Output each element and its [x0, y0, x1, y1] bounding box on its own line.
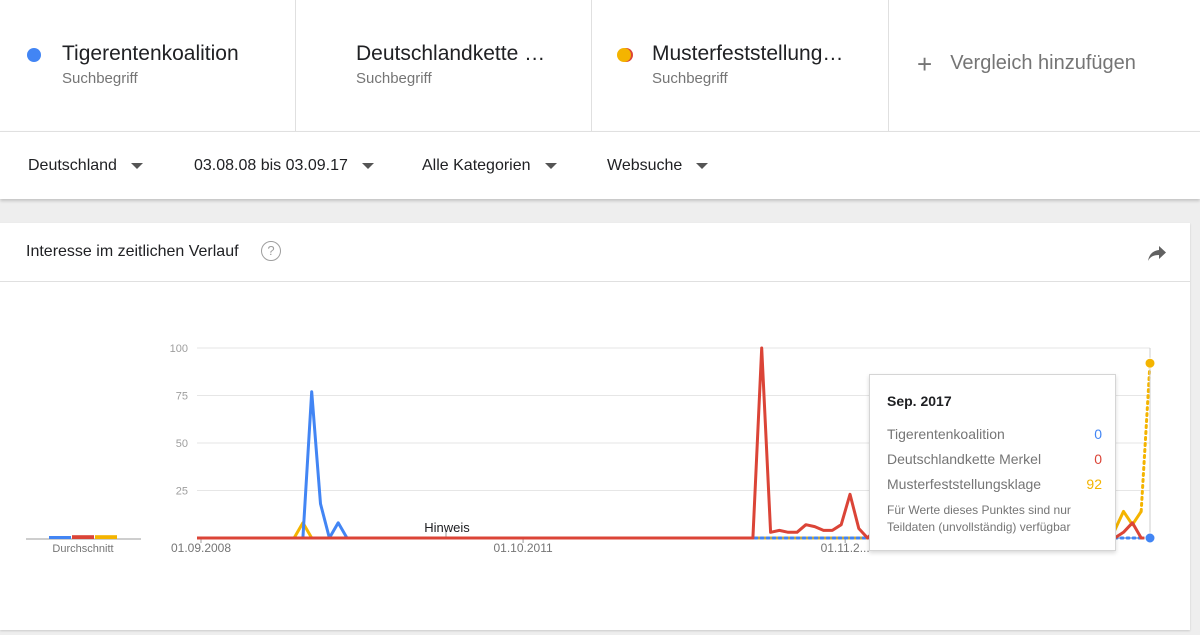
average-bar: [95, 535, 117, 539]
term-type: Suchbegriff: [62, 70, 138, 87]
search-type-dropdown[interactable]: Websuche: [607, 157, 709, 175]
tooltip-value: 92: [1086, 476, 1102, 492]
category-label: Alle Kategorien: [422, 157, 531, 174]
region-dropdown[interactable]: Deutschland: [28, 157, 143, 175]
y-tick-label: 50: [176, 438, 188, 450]
hover-point: [1144, 532, 1156, 544]
region-label: Deutschland: [28, 157, 117, 174]
card-title: Interesse im zeitlichen Verlauf: [26, 243, 239, 260]
period-dropdown[interactable]: 03.08.08 bis 03.09.17: [194, 157, 374, 175]
term-card-1[interactable]: Tigerentenkoalition Suchbegriff: [0, 0, 296, 131]
caret-down-icon: [544, 163, 557, 169]
x-tick-label: 01.10.2011: [493, 541, 552, 555]
series-partial-line: [1139, 361, 1152, 513]
add-comparison-button[interactable]: + Vergleich hinzufügen: [889, 0, 1198, 131]
term-card-3[interactable]: Musterfeststellung… Suchbegriff: [592, 0, 889, 131]
average-bar: [49, 536, 71, 539]
tooltip-row: Musterfeststellungsklage 92: [887, 476, 1102, 492]
period-label: 03.08.08 bis 03.09.17: [194, 157, 348, 174]
plus-icon: +: [917, 48, 933, 79]
caret-down-icon: [361, 163, 374, 169]
term-type: Suchbegriff: [652, 70, 728, 87]
x-axis-ticks: 01.09.2008 01.10.2011 01.11.2...: [171, 538, 870, 555]
series-color-dot: [27, 48, 41, 62]
average-bars: [26, 535, 141, 540]
series-line: [197, 390, 349, 540]
tooltip-row: Deutschlandkette Merkel 0: [887, 451, 1102, 467]
caret-down-icon: [696, 163, 709, 169]
tooltip-value: 0: [1094, 451, 1102, 467]
series-color-dot: [617, 48, 631, 62]
term-name[interactable]: Tigerentenkoalition: [62, 42, 239, 65]
tooltip-term: Musterfeststellungsklage: [887, 476, 1042, 492]
term-name[interactable]: Musterfeststellung…: [652, 42, 844, 65]
tooltip-date: Sep. 2017: [887, 393, 952, 409]
average-bar: [72, 535, 94, 539]
term-name[interactable]: Deutschlandkette …: [356, 42, 546, 65]
help-icon[interactable]: ?: [261, 241, 281, 261]
tooltip-term: Tigerentenkoalition: [887, 426, 1005, 442]
search-type-label: Websuche: [607, 157, 683, 174]
y-tick-label: 100: [170, 343, 188, 355]
share-icon[interactable]: [1147, 244, 1167, 262]
caret-down-icon: [130, 163, 143, 169]
category-dropdown[interactable]: Alle Kategorien: [422, 157, 557, 175]
y-axis-ticks: 25 50 75 100: [170, 343, 188, 498]
tooltip-value: 0: [1094, 426, 1102, 442]
hover-markers: [1144, 348, 1156, 544]
y-tick-label: 25: [176, 486, 188, 498]
filter-bar: Deutschland 03.08.08 bis 03.09.17 Alle K…: [0, 131, 1200, 199]
card-header: Interesse im zeitlichen Verlauf ?: [0, 223, 1190, 282]
y-tick-label: 75: [176, 391, 188, 403]
tooltip-note: Für Werte dieses Punktes sind nur Teilda…: [887, 503, 1071, 534]
tooltip-row: Tigerentenkoalition 0: [887, 426, 1102, 442]
tooltip-term: Deutschlandkette Merkel: [887, 451, 1042, 467]
hover-point: [1144, 357, 1156, 369]
x-tick-label: 01.09.2008: [171, 541, 231, 555]
term-type: Suchbegriff: [356, 70, 432, 87]
data-point-tooltip: Sep. 2017 Tigerentenkoalition 0 Deutschl…: [869, 374, 1116, 551]
x-tick-label: 01.11.2...: [821, 541, 870, 555]
add-comparison-label: Vergleich hinzufügen: [950, 52, 1136, 74]
search-terms-bar: Tigerentenkoalition Suchbegriff Deutschl…: [0, 0, 1200, 131]
average-label: Durchschnitt: [52, 543, 113, 555]
note-label: Hinweis: [424, 520, 470, 535]
